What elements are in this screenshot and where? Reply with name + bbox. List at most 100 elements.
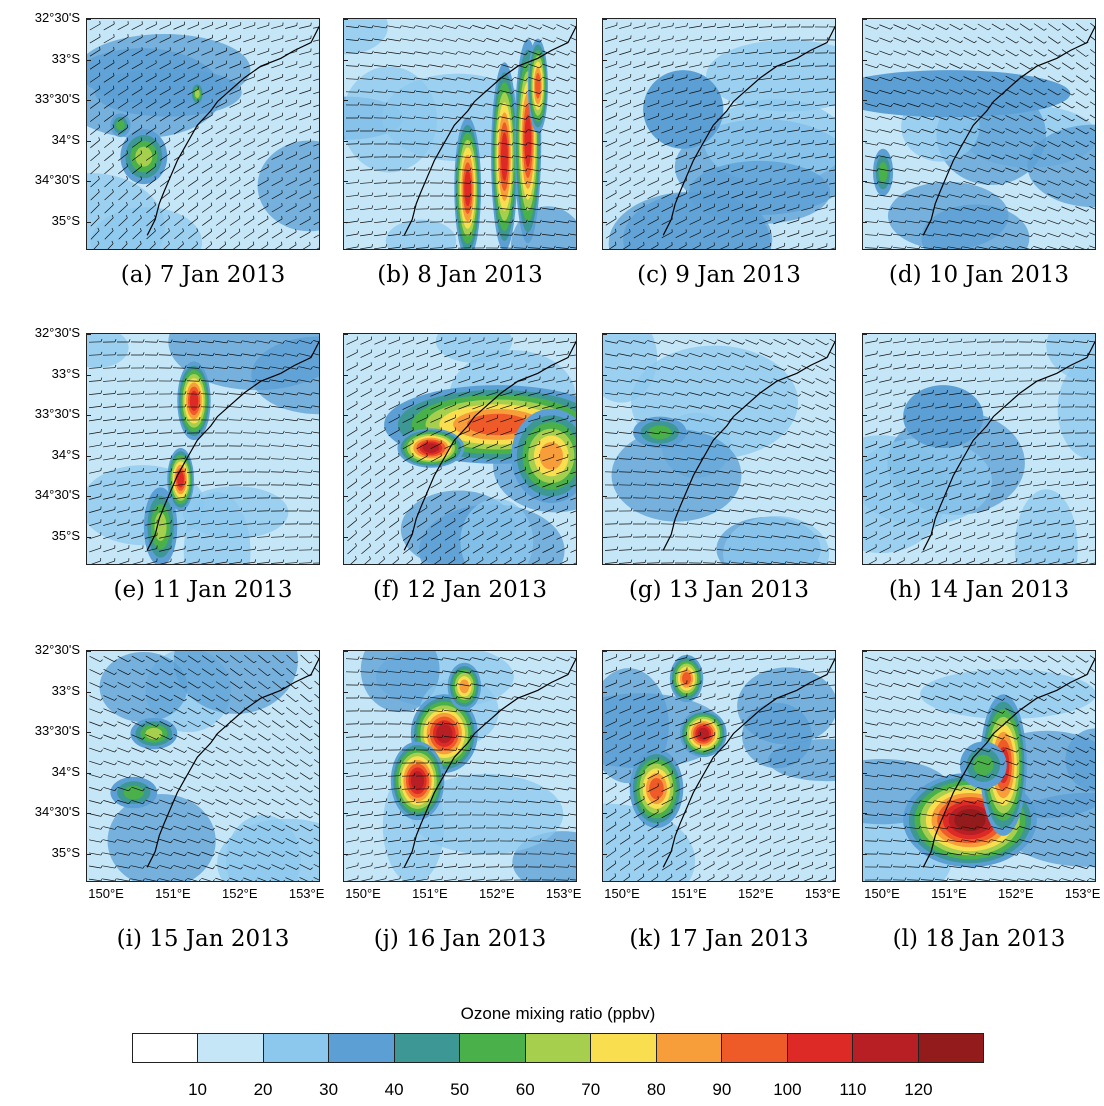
wind-barb-flag (728, 534, 731, 538)
wind-barb (815, 522, 827, 526)
wind-barb (633, 180, 645, 186)
wind-barb-flag (267, 228, 269, 232)
wind-barb-flag (226, 507, 229, 511)
wind-barb (271, 166, 283, 174)
wind-barb-flag (1030, 221, 1033, 225)
wind-barb (173, 101, 185, 109)
wind-barb-flag (385, 218, 388, 222)
wind-barb (570, 471, 576, 475)
wind-barb-flag (770, 457, 773, 461)
wind-barb (256, 549, 270, 551)
wind-barb (528, 534, 540, 540)
wind-barb-flag (226, 520, 229, 524)
wind-barb (604, 445, 618, 447)
wind-barb (149, 243, 156, 249)
wind-barb (243, 231, 255, 239)
wind-barb (646, 497, 660, 499)
wind-barb (375, 533, 385, 541)
wind-barb (229, 340, 241, 344)
wind-barb (443, 169, 457, 171)
wind-barb-flag (1002, 442, 1004, 446)
wind-barb (745, 509, 757, 513)
wind-barb-flag (974, 156, 977, 160)
wind-barb (921, 181, 933, 185)
wind-barb (991, 23, 1003, 31)
wind-barb (458, 103, 470, 107)
lat-tick (602, 140, 607, 142)
wind-barb-flag (1002, 403, 1005, 407)
wind-barb (865, 340, 877, 344)
wind-barb (650, 244, 659, 249)
wind-barb-flag (904, 65, 907, 69)
wind-barb-flag (1071, 105, 1075, 109)
wind-barb-flag (1058, 403, 1061, 407)
wind-barb-flag (812, 509, 815, 513)
wind-barb (472, 51, 484, 55)
wind-barb-flag (525, 129, 528, 133)
wind-barb (1089, 140, 1095, 145)
wind-barb (604, 523, 618, 525)
wind-barb (374, 468, 386, 476)
wind-barb (717, 232, 729, 238)
wind-barb (299, 392, 311, 396)
wind-barb-flag (960, 233, 963, 237)
wind-barb (570, 181, 576, 184)
wind-barb (618, 536, 632, 538)
wind-barb (935, 431, 947, 435)
wind-barb (935, 470, 947, 474)
wind-barb (346, 442, 358, 450)
wind-barb-flag (240, 417, 243, 421)
wind-barb (103, 483, 115, 487)
wind-barb (387, 233, 401, 237)
wind-barb (313, 366, 319, 369)
wind-barb (921, 128, 933, 134)
wind-barb (159, 483, 171, 487)
wind-barb (116, 406, 130, 408)
wind-barb (815, 456, 827, 462)
wind-barb (632, 445, 646, 447)
wind-barb-flag (168, 215, 170, 219)
wind-barb (935, 547, 947, 553)
wind-barb-flag (254, 494, 257, 498)
wind-barb-flag (918, 233, 921, 236)
wind-barb (256, 419, 270, 421)
wind-barb (745, 444, 757, 448)
wind-barb (991, 431, 1003, 435)
wind-barb (865, 417, 877, 423)
wind-barb (89, 101, 101, 109)
wind-barb (717, 129, 729, 133)
wind-barb (528, 546, 540, 554)
wind-barb (647, 64, 659, 68)
wind-barb-flag (399, 154, 402, 158)
wind-barb (977, 509, 989, 513)
wind-barb-flag (168, 202, 170, 206)
lat-tick (343, 140, 348, 142)
latitude-label: 33°30'S (34, 406, 80, 421)
wind-barb (486, 507, 498, 515)
wind-barb-flag (170, 403, 173, 407)
wind-barb (187, 522, 199, 526)
lat-tick (862, 221, 867, 223)
wind-barb-flag (946, 91, 949, 95)
wind-barb-flag (128, 390, 131, 394)
wind-barb (963, 63, 975, 69)
ozone-region (257, 140, 319, 232)
wind-barb-flag (385, 128, 388, 132)
wind-barb (865, 521, 877, 527)
wind-barb (570, 102, 576, 106)
wind-barb (893, 24, 905, 30)
wind-barb-flag (469, 141, 472, 145)
wind-barb (285, 141, 297, 147)
wind-barb-flag (826, 484, 829, 488)
wind-barb-flag (483, 64, 486, 68)
wind-barb (528, 456, 540, 462)
wind-barb-flag (1072, 144, 1075, 148)
wind-barb (660, 471, 674, 473)
wind-barb (257, 366, 269, 370)
wind-barb (1075, 219, 1087, 225)
wind-barb-flag (644, 379, 647, 383)
wind-barb (1032, 341, 1046, 343)
wind-barb (991, 180, 1003, 186)
wind-barb (829, 208, 835, 211)
wind-barb-flag (1085, 118, 1089, 122)
